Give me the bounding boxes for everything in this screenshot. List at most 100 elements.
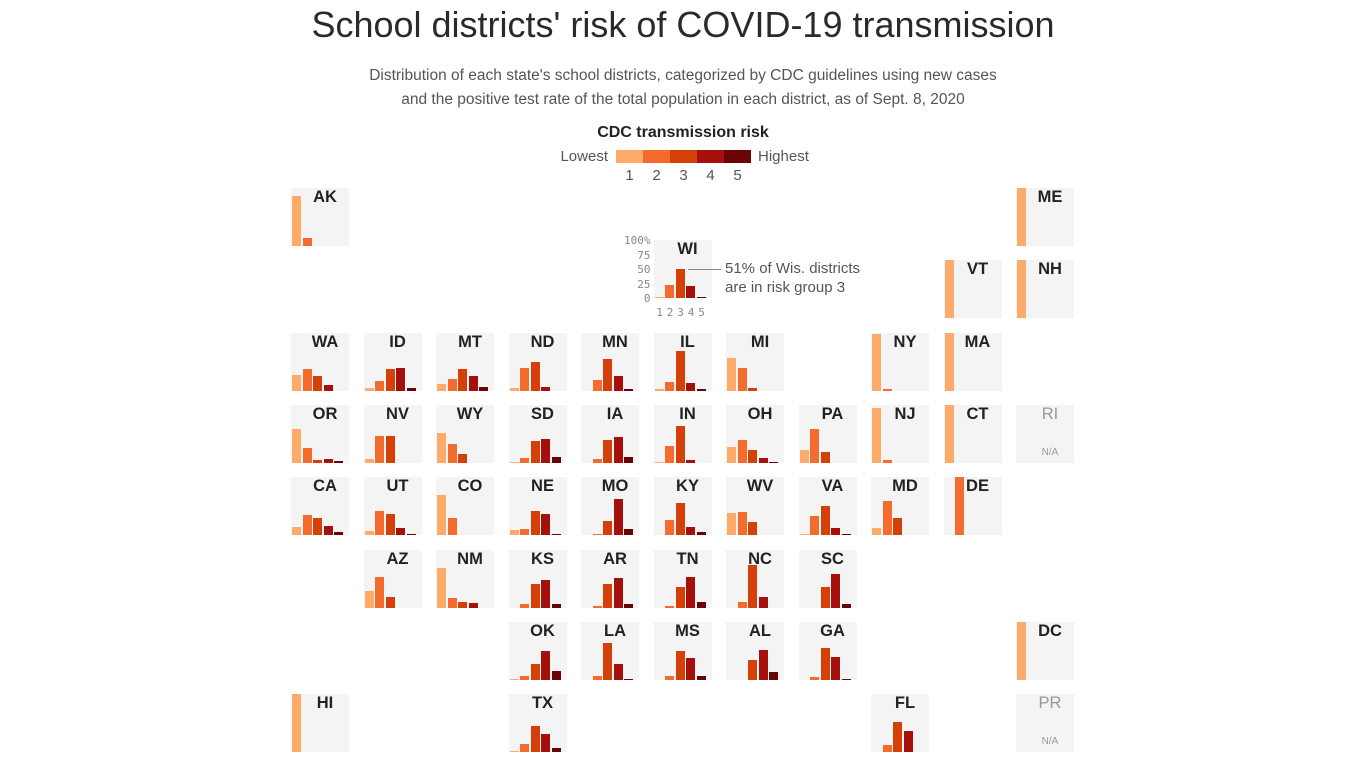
bar-nd-risk-2	[520, 367, 529, 391]
bar-va-risk-4	[831, 527, 840, 536]
bar-il-risk-2	[665, 382, 674, 391]
state-tile-in: IN	[653, 404, 712, 463]
na-label: N/A	[1041, 446, 1059, 458]
bar-mt-risk-2	[447, 379, 457, 391]
bar-de-risk-2	[955, 477, 964, 536]
legend-swatch-5	[724, 150, 751, 163]
state-tile-mo: MO	[581, 477, 639, 536]
y-tick-label: 25	[637, 277, 651, 291]
bar-la-risk-4	[613, 664, 623, 680]
bar-id-risk-4	[396, 367, 405, 391]
state-label: MT	[458, 332, 482, 351]
state-tile-me: ME	[1016, 188, 1074, 246]
bar-il-risk-4	[686, 383, 695, 391]
state-label: VA	[821, 477, 844, 496]
state-label: TX	[531, 694, 554, 713]
state-label: KS	[531, 549, 554, 568]
state-tile-ut: UT	[363, 477, 422, 536]
bar-ga-risk-5	[841, 678, 851, 680]
state-label: WI	[677, 240, 698, 259]
bar-or-risk-2	[302, 447, 312, 463]
state-tile-nh: NH	[1016, 260, 1074, 319]
bar-ne-risk-4	[541, 513, 550, 536]
state-tile-nm: NM	[436, 549, 494, 608]
state-label: OH	[747, 404, 773, 423]
bar-ok-risk-5	[551, 671, 561, 680]
bar-ms-risk-2	[665, 675, 674, 680]
state-tile-tn: TN	[653, 549, 712, 608]
state-tile-wa: WA	[291, 332, 349, 391]
bar-tx-risk-4	[541, 733, 550, 753]
state-label: DE	[966, 477, 989, 496]
state-tile-hi: HI	[291, 694, 349, 753]
bar-sc-risk-4	[831, 573, 840, 608]
bar-nv-risk-1	[364, 459, 374, 463]
bar-wi-risk-1	[654, 296, 664, 299]
state-tile-ia: IA	[581, 404, 639, 463]
bar-in-risk-1	[654, 461, 664, 463]
bar-oh-risk-2	[737, 439, 747, 463]
state-label: NH	[1038, 260, 1062, 279]
y-tick-label: 75	[637, 248, 651, 262]
bar-id-risk-2	[375, 381, 384, 391]
bar-pa-risk-1	[799, 449, 809, 463]
bar-ks-risk-3	[530, 583, 540, 608]
bar-wv-risk-1	[727, 513, 736, 536]
bar-wy-risk-1	[437, 433, 446, 463]
legend-swatch-4	[697, 150, 724, 163]
bar-wy-risk-3	[458, 453, 467, 463]
legend-swatch-2	[643, 150, 670, 163]
bar-nv-risk-2	[375, 435, 384, 463]
bar-oh-risk-1	[727, 447, 736, 463]
bar-il-risk-1	[654, 389, 664, 391]
bar-ar-risk-5	[624, 604, 633, 608]
legend-high-label: Highest	[758, 148, 809, 165]
bar-ia-risk-3	[603, 440, 612, 463]
bar-la-risk-2	[592, 675, 602, 680]
bar-mo-risk-2	[592, 534, 602, 536]
state-tile-tx: TX	[508, 694, 567, 753]
bar-pa-risk-3	[820, 452, 830, 463]
state-tile-la: LA	[581, 621, 639, 680]
state-label: PR	[1038, 694, 1062, 713]
state-label: IL	[680, 332, 695, 351]
bar-nh-risk-1	[1017, 260, 1026, 319]
state-tile-id: ID	[363, 332, 422, 391]
state-tile-ri: RI N/A	[1016, 404, 1074, 463]
state-tile-co: CO	[436, 477, 494, 536]
bar-id-risk-3	[385, 369, 395, 391]
bar-ar-risk-4	[613, 577, 623, 608]
bar-ms-risk-4	[686, 658, 695, 680]
bar-tx-risk-1	[509, 750, 519, 753]
bar-wy-risk-2	[447, 443, 457, 463]
bar-sd-risk-1	[509, 461, 519, 463]
state-tile-vt: VT	[943, 260, 1002, 319]
bar-tn-risk-2	[665, 606, 674, 608]
bar-tn-risk-4	[686, 576, 695, 608]
state-label: DC	[1038, 621, 1062, 640]
bar-sd-risk-5	[551, 457, 561, 463]
bar-or-risk-3	[313, 460, 322, 463]
state-label: AK	[313, 188, 337, 206]
bar-ca-risk-3	[313, 517, 322, 536]
bar-ca-risk-1	[292, 527, 301, 536]
legend-swatch-3	[670, 150, 697, 163]
state-tile-nv: NV	[363, 404, 422, 463]
x-tick-label: 1	[656, 306, 663, 320]
state-tile-ms: MS	[653, 621, 712, 680]
bar-la-risk-5	[624, 678, 633, 680]
legend-title: CDC transmission risk	[597, 124, 769, 141]
bar-va-risk-1	[799, 534, 809, 536]
bar-il-risk-5	[696, 389, 706, 391]
bar-mt-risk-4	[468, 376, 478, 391]
legend-levels: 1 2 3 4 5	[616, 167, 751, 184]
legend-swatch-1	[616, 150, 643, 163]
state-tile-ma: MA	[943, 332, 1002, 391]
bar-or-risk-5	[334, 460, 343, 463]
state-tile-ca: CA	[291, 477, 349, 536]
bar-al-risk-3	[748, 660, 757, 680]
bar-oh-risk-3	[748, 450, 757, 463]
bar-ok-risk-2	[520, 675, 529, 680]
state-tile-pr: PR N/A	[1016, 694, 1074, 753]
bar-ak-risk-2	[302, 237, 312, 246]
